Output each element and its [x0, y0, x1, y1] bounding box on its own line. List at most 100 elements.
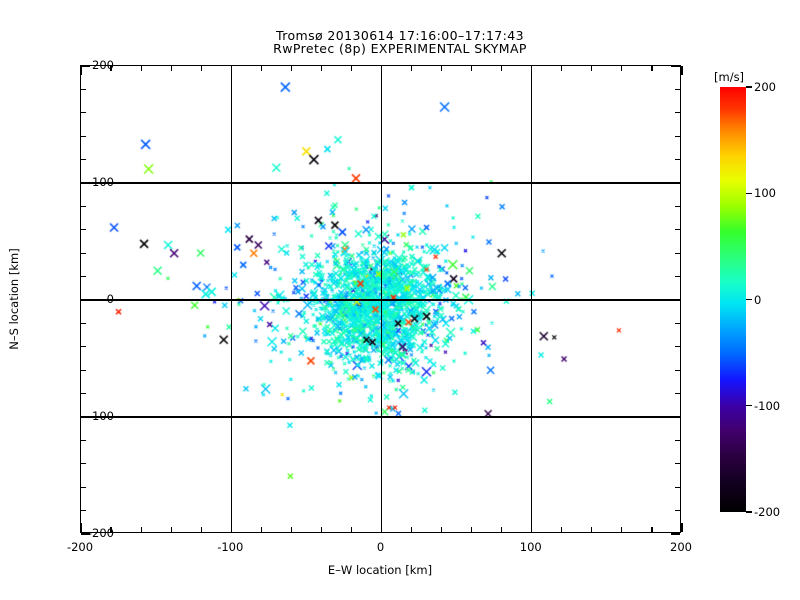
axis-tick: [80, 523, 82, 532]
axis-tick: [675, 276, 680, 278]
x-tick-label: 200: [670, 540, 692, 554]
axis-tick: [81, 205, 86, 207]
axis-tick: [675, 159, 680, 161]
axis-tick: [410, 527, 413, 532]
axis-tick: [675, 135, 680, 137]
axis-tick: [561, 527, 563, 532]
colorbar-tick: [746, 86, 752, 88]
axis-tick: [671, 533, 680, 535]
axis-tick: [81, 486, 86, 488]
axis-tick: [350, 66, 353, 71]
axis-tick: [591, 527, 593, 532]
axis-tick: [290, 527, 292, 532]
axis-tick: [81, 416, 90, 418]
y-axis-title: N–S location [km]: [7, 248, 21, 350]
axis-tick: [380, 523, 383, 532]
axis-tick: [675, 205, 680, 207]
axis-tick: [81, 322, 86, 324]
x-tick-label: 0: [376, 540, 385, 554]
axis-tick: [675, 322, 680, 324]
axis-tick: [675, 229, 680, 231]
axis-tick: [81, 463, 86, 465]
axis-tick: [621, 527, 623, 532]
axis-tick: [200, 527, 202, 532]
y-tick-label: -100: [87, 409, 114, 423]
axis-tick: [675, 369, 680, 371]
x-tick-label: -100: [217, 540, 244, 554]
axis-tick: [681, 523, 683, 532]
colorbar-tick: [746, 511, 752, 513]
axis-tick: [200, 66, 202, 71]
axis-tick: [81, 182, 90, 184]
y-tick-label: 200: [92, 58, 114, 72]
axis-tick: [81, 159, 86, 161]
figure-title-line-1: Tromsø 20130614 17:16:00–17:17:43: [276, 28, 524, 43]
colorbar-tick-label: 200: [754, 80, 776, 94]
axis-tick: [81, 252, 86, 254]
axis-tick: [230, 523, 232, 532]
axis-tick: [501, 527, 503, 532]
axis-tick: [671, 416, 680, 418]
axis-tick: [410, 66, 413, 71]
axis-tick: [170, 527, 172, 532]
axis-tick: [140, 527, 142, 532]
y-tick-label: 100: [92, 175, 114, 189]
axis-tick: [81, 299, 90, 301]
gridline-horizontal: [81, 182, 680, 184]
colorbar-gradient: [720, 87, 746, 512]
axis-tick: [320, 527, 322, 532]
axis-tick: [671, 182, 680, 184]
axis-tick: [380, 66, 383, 75]
y-tick-label: -200: [87, 526, 114, 540]
gridline-vertical: [380, 66, 383, 532]
axis-tick: [230, 66, 232, 75]
axis-tick: [81, 112, 86, 114]
axis-tick: [81, 276, 86, 278]
gridline-vertical: [531, 66, 533, 532]
gridline-vertical: [230, 66, 232, 532]
gridline-horizontal: [81, 299, 680, 301]
axis-tick: [591, 66, 593, 71]
axis-tick: [441, 527, 443, 532]
axis-tick: [320, 66, 322, 71]
axis-tick: [81, 439, 86, 441]
axis-tick: [671, 299, 680, 301]
axis-tick: [501, 66, 503, 71]
axis-tick: [81, 65, 90, 67]
axis-tick: [441, 66, 443, 71]
axis-tick: [80, 66, 82, 75]
axis-tick: [531, 523, 533, 532]
axis-tick: [675, 88, 680, 90]
axis-tick: [81, 229, 86, 231]
axis-tick: [561, 66, 563, 71]
colorbar-tick: [746, 405, 752, 407]
axis-tick: [290, 66, 292, 71]
axis-tick: [81, 88, 86, 90]
axis-tick: [81, 135, 86, 137]
axis-tick: [81, 533, 90, 535]
colorbar-unit-label: [m/s]: [714, 70, 745, 84]
axis-tick: [81, 393, 86, 395]
colorbar-tick: [746, 192, 752, 194]
axis-tick: [81, 346, 86, 348]
axis-tick: [81, 369, 86, 371]
axis-tick: [471, 66, 473, 71]
axis-tick: [675, 252, 680, 254]
gridline-horizontal: [81, 416, 680, 418]
axis-tick: [621, 66, 623, 71]
axis-tick: [651, 66, 653, 71]
colorbar-tick-label: -200: [754, 505, 781, 519]
colorbar-tick-label: -100: [754, 398, 781, 413]
axis-tick: [471, 527, 473, 532]
x-axis-title: E–W location [km]: [327, 563, 433, 577]
axis-tick: [675, 439, 680, 441]
axis-tick: [110, 527, 112, 532]
axis-tick: [260, 527, 262, 532]
axis-tick: [675, 486, 680, 488]
axis-tick: [675, 112, 680, 114]
y-tick-label: 0: [106, 292, 114, 306]
figure-title-line-2: RwPretec (8p) EXPERIMENTAL SKYMAP: [273, 41, 527, 56]
axis-tick: [651, 527, 653, 532]
axis-tick: [140, 66, 142, 71]
